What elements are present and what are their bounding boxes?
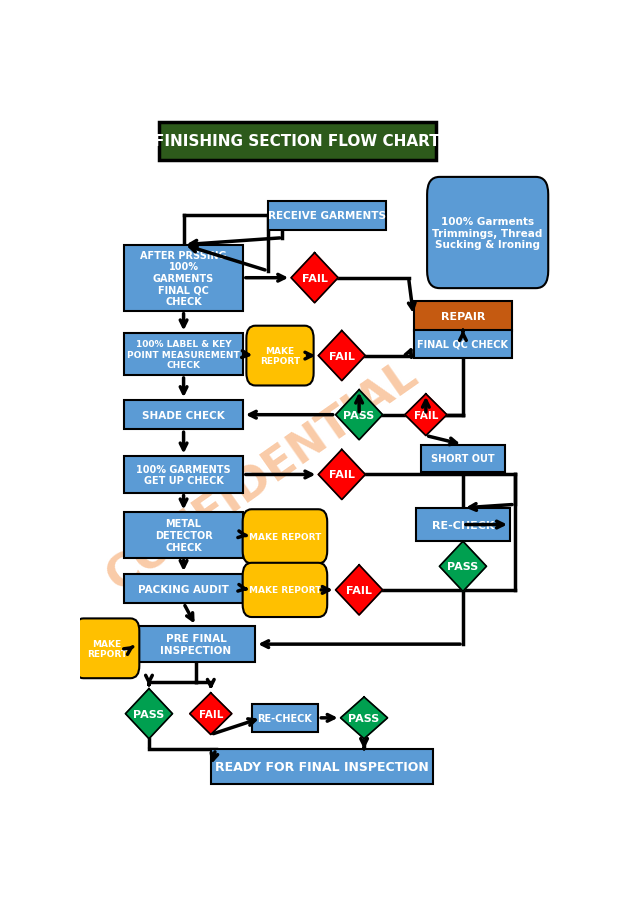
FancyBboxPatch shape (124, 457, 243, 493)
Text: SHORT OUT: SHORT OUT (431, 454, 494, 464)
Polygon shape (440, 541, 486, 592)
Polygon shape (318, 331, 366, 382)
Text: FINAL QC CHECK: FINAL QC CHECK (417, 339, 508, 349)
Polygon shape (318, 450, 366, 500)
Polygon shape (291, 253, 338, 303)
Text: READY FOR FINAL INSPECTION: READY FOR FINAL INSPECTION (215, 760, 429, 773)
FancyBboxPatch shape (413, 302, 512, 331)
Text: FAIL: FAIL (329, 470, 355, 480)
Polygon shape (336, 566, 383, 615)
Polygon shape (189, 693, 232, 735)
Text: SHADE CHECK: SHADE CHECK (142, 410, 225, 420)
Text: AFTER PRSSING
100%
GARMENTS
FINAL QC
CHECK: AFTER PRSSING 100% GARMENTS FINAL QC CHE… (140, 250, 227, 307)
FancyBboxPatch shape (413, 330, 512, 358)
Text: RE-CHECK: RE-CHECK (432, 520, 494, 530)
FancyBboxPatch shape (242, 563, 327, 617)
FancyBboxPatch shape (159, 123, 436, 161)
FancyBboxPatch shape (137, 626, 255, 662)
Text: FAIL: FAIL (413, 410, 438, 420)
Text: FAIL: FAIL (329, 351, 355, 361)
Text: 100% GARMENTS
GET UP CHECK: 100% GARMENTS GET UP CHECK (137, 465, 231, 486)
FancyBboxPatch shape (268, 201, 387, 231)
Text: RE-CHECK: RE-CHECK (258, 713, 313, 723)
FancyBboxPatch shape (246, 327, 314, 386)
FancyBboxPatch shape (124, 400, 243, 430)
Polygon shape (405, 394, 447, 436)
FancyBboxPatch shape (124, 575, 243, 603)
Text: FAIL: FAIL (198, 709, 223, 719)
Text: REPAIR: REPAIR (441, 311, 485, 322)
FancyBboxPatch shape (251, 704, 318, 732)
FancyBboxPatch shape (75, 619, 139, 678)
FancyBboxPatch shape (124, 245, 243, 311)
Text: PASS: PASS (343, 410, 375, 420)
FancyBboxPatch shape (124, 334, 243, 375)
Text: MAKE REPORT: MAKE REPORT (249, 585, 321, 594)
Text: FAIL: FAIL (302, 273, 327, 283)
Text: 100% Garments
Trimmings, Thread
Sucking & Ironing: 100% Garments Trimmings, Thread Sucking … (433, 216, 543, 250)
FancyBboxPatch shape (124, 513, 243, 558)
FancyBboxPatch shape (211, 750, 433, 784)
Polygon shape (341, 697, 387, 739)
FancyBboxPatch shape (421, 445, 505, 473)
Text: FINISHING SECTION FLOW CHART: FINISHING SECTION FLOW CHART (154, 134, 440, 149)
Text: 100% LABEL & KEY
POINT MEASUREMENT
CHECK: 100% LABEL & KEY POINT MEASUREMENT CHECK (127, 340, 240, 370)
Polygon shape (336, 391, 383, 440)
FancyBboxPatch shape (242, 510, 327, 564)
Text: PASS: PASS (348, 713, 380, 723)
Polygon shape (126, 689, 172, 739)
Text: PACKING AUDIT: PACKING AUDIT (138, 584, 229, 594)
Text: PRE FINAL
INSPECTION: PRE FINAL INSPECTION (160, 633, 232, 655)
Text: MAKE
REPORT: MAKE REPORT (260, 346, 300, 366)
Text: MAKE
REPORT: MAKE REPORT (87, 639, 127, 658)
Text: PASS: PASS (133, 709, 165, 719)
Text: CONFIDENTIAL: CONFIDENTIAL (99, 353, 426, 600)
FancyBboxPatch shape (427, 178, 548, 289)
Text: METAL
DETECTOR
CHECK: METAL DETECTOR CHECK (154, 519, 212, 552)
FancyBboxPatch shape (416, 509, 510, 541)
Text: PASS: PASS (447, 562, 478, 572)
Text: RECEIVE GARMENTS: RECEIVE GARMENTS (268, 211, 386, 221)
Text: MAKE REPORT: MAKE REPORT (249, 532, 321, 541)
Text: FAIL: FAIL (346, 585, 372, 595)
